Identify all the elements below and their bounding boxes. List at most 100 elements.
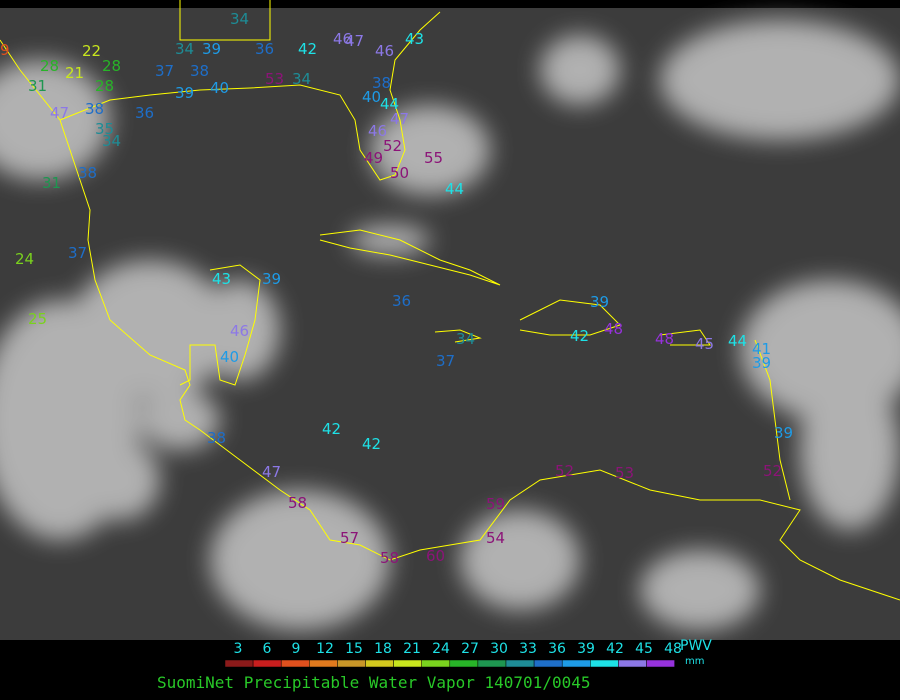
station-value: 28: [40, 57, 59, 75]
station-value: 52: [383, 137, 402, 155]
station-value: 52: [555, 462, 574, 480]
legend-swatch: [646, 659, 675, 668]
station-value: 34: [292, 70, 311, 88]
station-value: 57: [340, 529, 359, 547]
station-value: 39: [175, 84, 194, 102]
legend-tick-label: 45: [635, 641, 653, 657]
station-value: 38: [207, 429, 226, 447]
station-value: 28: [102, 57, 121, 75]
station-value: 42: [362, 435, 381, 453]
legend-tick-label: 15: [345, 641, 363, 657]
station-value: 34: [230, 10, 249, 28]
legend-swatch: [561, 659, 591, 668]
station-value: 43: [212, 270, 231, 288]
legend-swatch: [393, 659, 422, 668]
legend-tick-label: 24: [432, 641, 450, 657]
station-value: 36: [392, 292, 411, 310]
station-value: 46: [375, 42, 394, 60]
station-value: 46: [333, 30, 352, 48]
caption: SuomiNet Precipitable Water Vapor 140701…: [157, 673, 590, 692]
legend-swatch: [365, 659, 394, 668]
legend-tick-label: 3: [234, 641, 243, 657]
legend-tick-label: 42: [606, 641, 624, 657]
station-value: 44: [445, 180, 464, 198]
legend-tick-label: 18: [374, 641, 392, 657]
legend-swatch: [533, 659, 563, 668]
legend-swatch: [280, 659, 310, 668]
station-value: 52: [763, 462, 782, 480]
station-value: 39: [752, 354, 771, 372]
station-value: 34: [175, 40, 194, 58]
color-legend: 3 6 9 12 15 18 21 24 27 30 33 36 39 42 45 48: [224, 641, 682, 668]
station-value: 41: [752, 340, 771, 358]
legend-tick-label: 21: [403, 641, 421, 657]
station-value: 37: [155, 62, 174, 80]
station-value: 47: [262, 463, 281, 481]
station-value: 46: [230, 322, 249, 340]
legend-tick-label: 6: [263, 641, 272, 657]
station-value: 44: [380, 95, 399, 113]
legend-unit-title: PWV: [680, 638, 712, 654]
station-value: 49: [364, 149, 383, 167]
legend-swatch: [590, 659, 619, 668]
legend-swatch: [421, 659, 451, 668]
station-value: 37: [68, 244, 87, 262]
station-value: 53: [615, 464, 634, 482]
station-value: 21: [65, 64, 84, 82]
station-value: 9: [0, 41, 10, 59]
station-value: 47: [345, 32, 364, 50]
station-value: 38: [190, 62, 209, 80]
station-value: 25: [28, 310, 47, 328]
station-value: 46: [368, 122, 387, 140]
station-value: 39: [202, 40, 221, 58]
legend-tick-label: 39: [577, 641, 595, 657]
station-value: 40: [210, 79, 229, 97]
legend-tick-label: 30: [490, 641, 508, 657]
station-value: 42: [570, 327, 589, 345]
station-value: 36: [135, 104, 154, 122]
station-value: 58: [288, 494, 307, 512]
legend-swatch: [505, 659, 535, 668]
footer-background: [0, 640, 900, 700]
station-value: 38: [85, 100, 104, 118]
legend-tick-label: 9: [292, 641, 301, 657]
station-value: 28: [95, 77, 114, 95]
station-value: 35: [95, 120, 114, 138]
station-value: 36: [255, 40, 274, 58]
legend-swatch: [252, 659, 282, 668]
legend-swatch: [449, 659, 479, 668]
station-value: 47: [390, 110, 409, 128]
legend-unit: mm: [685, 656, 704, 667]
station-value: 50: [390, 164, 409, 182]
station-value: 24: [15, 250, 34, 268]
legend-tick-label: 27: [461, 641, 479, 657]
legend-tick-label: 36: [548, 641, 566, 657]
station-value: 60: [426, 547, 445, 565]
legend-tick-label: 33: [519, 641, 537, 657]
station-value: 38: [78, 164, 97, 182]
station-value: 40: [220, 348, 239, 366]
station-value: 34: [102, 132, 121, 150]
legend-swatch: [224, 659, 254, 668]
legend-swatch: [309, 659, 338, 668]
station-value: 43: [405, 30, 424, 48]
station-value: 48: [655, 330, 674, 348]
station-value: 53: [265, 70, 284, 88]
station-value: 48: [604, 320, 623, 338]
coastlines: [0, 0, 900, 601]
station-value: 39: [774, 424, 793, 442]
station-value: 59: [486, 495, 505, 513]
legend-tick-label: 48: [664, 641, 682, 657]
legend-swatch: [618, 659, 647, 668]
station-value: 44: [728, 332, 747, 350]
legend-swatch: [337, 659, 366, 668]
legend-swatch: [477, 659, 507, 668]
station-value: 54: [486, 529, 505, 547]
station-value: 34: [456, 330, 475, 348]
station-value: 37: [436, 352, 455, 370]
clouds: [0, 20, 900, 630]
station-value: 45: [695, 335, 714, 353]
station-value: 58: [380, 549, 399, 567]
